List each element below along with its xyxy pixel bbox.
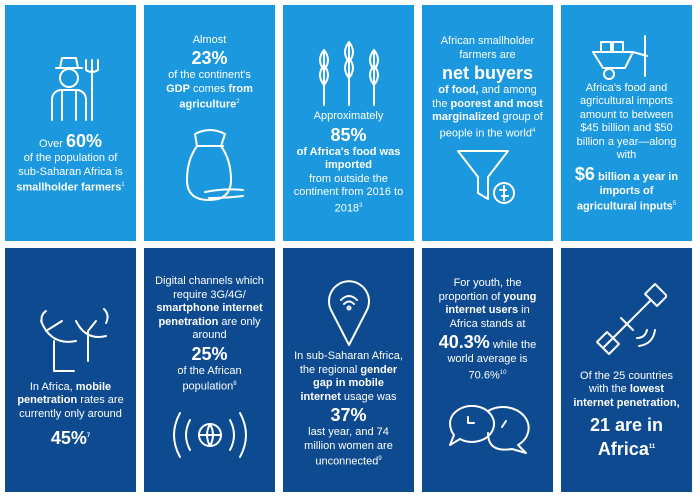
- text: In Africa,: [29, 380, 76, 393]
- chat-icon: [448, 404, 530, 454]
- tile: Over 60% of the population of sub-Saharan…: [5, 5, 136, 241]
- stat: 21 are in Africa: [589, 415, 664, 460]
- location-pin-icon: [327, 280, 370, 347]
- stat-line: 21 are in Africa11: [571, 414, 682, 460]
- stat: net buyers: [441, 63, 534, 84]
- text: while the world average is 70.6%: [447, 339, 537, 382]
- sack-icon: [185, 129, 244, 202]
- tile-text: African smallholder farmers are net buyer…: [432, 35, 543, 141]
- text: Digital channels which require 3G/4G/: [155, 275, 264, 301]
- text: poorest and most marginalized: [432, 97, 543, 124]
- stat: 23%: [191, 48, 228, 69]
- text: in Africa stands at: [449, 304, 530, 330]
- tile-text: In sub-Saharan Africa, the regional gend…: [293, 350, 404, 469]
- footnote: 1: [121, 182, 125, 189]
- tile: In sub-Saharan Africa, the regional gend…: [283, 248, 414, 492]
- text: Of the 25 countries with the: [580, 369, 673, 396]
- stat: 60%: [65, 131, 102, 152]
- footnote: 4: [532, 127, 536, 134]
- tile: Africa's food and agricultural imports a…: [561, 5, 692, 241]
- text: billion a year in imports of agricultura…: [576, 170, 679, 213]
- tile: African smallholder farmers are net buyer…: [422, 5, 553, 241]
- text: For youth, the proportion of: [438, 277, 522, 303]
- text: last year, and 74 million women are unco…: [304, 426, 393, 469]
- tile: Of the 25 countries with the lowest inte…: [561, 248, 692, 492]
- footnote: 3: [359, 202, 363, 209]
- footnote: 8: [233, 381, 237, 388]
- text: smartphone internet penetration: [156, 302, 263, 328]
- tile-text: For youth, the proportion of young inter…: [432, 277, 543, 383]
- text: gender gap in mobile internet: [300, 363, 398, 403]
- tile: In Africa, mobile penetration rates are …: [5, 248, 136, 492]
- stat: 25%: [191, 343, 228, 364]
- text: In sub-Saharan Africa, the regional: [294, 350, 403, 376]
- text: of food,: [438, 84, 479, 97]
- wheat-icon: [318, 41, 379, 107]
- tile: For youth, the proportion of young inter…: [422, 248, 553, 492]
- text: of the continent's: [168, 69, 251, 82]
- footnote: 5: [672, 201, 677, 208]
- satellite-icon: [595, 282, 667, 355]
- stat: 45%: [50, 428, 87, 449]
- text: mobile penetration: [17, 380, 112, 407]
- tile-text: Approximately 85% of Africa's food was imp…: [293, 110, 404, 216]
- tile-text: Africa's food and agricultural imports a…: [571, 82, 682, 215]
- stat: $6: [574, 163, 595, 184]
- text: Over: [39, 138, 66, 151]
- text: rates are currently only around: [19, 394, 124, 420]
- stat: 85%: [330, 124, 367, 145]
- text: of the African population: [177, 364, 242, 394]
- text: Approximately: [313, 110, 384, 123]
- text: from outside the continent from 2016 to …: [293, 172, 404, 215]
- tile: Almost 23% of the continent's GDP comes fro…: [144, 5, 275, 241]
- stat-line: 45%7: [15, 425, 126, 449]
- stat: 40.3%: [438, 332, 490, 353]
- footnote: 10: [499, 369, 507, 376]
- text: lowest internet penetration,: [573, 383, 680, 409]
- text: smallholder farmers: [16, 182, 122, 195]
- footnote: 11: [648, 444, 656, 451]
- text: and among the: [432, 84, 537, 110]
- tile-text: Almost 23% of the continent's GDP comes fro…: [154, 34, 265, 113]
- text: GDP: [166, 82, 190, 95]
- text: comes: [189, 82, 229, 95]
- footnote: 9: [378, 456, 382, 463]
- footnote: 2: [236, 99, 240, 106]
- text: from agriculture: [179, 82, 253, 111]
- wheelbarrow-icon: [591, 34, 648, 80]
- footnote: 7: [86, 433, 91, 440]
- tile-text: Over 60% of the population of sub-Saharan…: [15, 130, 126, 195]
- text: African smallholder farmers are: [440, 35, 535, 61]
- satellite-dish-icon: [39, 307, 109, 372]
- funnel-icon: [456, 149, 515, 204]
- globe-wifi-icon: [172, 411, 247, 458]
- text: Africa's food and agricultural imports a…: [576, 81, 677, 162]
- text: of Africa's food was imported: [296, 145, 401, 172]
- farmer-icon: [50, 57, 99, 122]
- stat: 37%: [330, 405, 367, 426]
- tile-text: Digital channels which require 3G/4G/sma…: [154, 275, 265, 394]
- tile-text: In Africa, mobile penetration rates are …: [15, 381, 126, 450]
- text: of the population of sub-Saharan Africa …: [18, 152, 123, 178]
- tile-text: Of the 25 countries with the lowest inte…: [571, 370, 682, 461]
- text: Almost: [192, 33, 227, 46]
- text: group of people in the world: [439, 111, 543, 140]
- text: usage was: [340, 390, 397, 403]
- text: are only around: [192, 315, 261, 342]
- tile: Digital channels which require 3G/4G/sma…: [144, 248, 275, 492]
- text: young internet users: [445, 290, 537, 317]
- tile: Approximately 85% of Africa's food was imp…: [283, 5, 414, 241]
